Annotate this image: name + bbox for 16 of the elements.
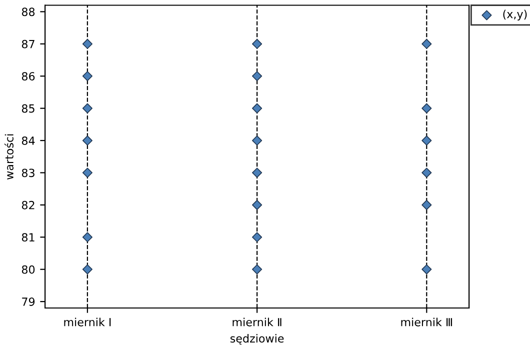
y-tick-label: 83 bbox=[22, 168, 34, 178]
x-tick-label: miernik Ⅰ bbox=[64, 318, 111, 326]
y-tick-label: 84 bbox=[22, 136, 35, 145]
y-tick-label: 88 bbox=[22, 8, 35, 16]
x-axis-title: sędziowie bbox=[230, 334, 284, 345]
y-tick-label: 80 bbox=[22, 265, 35, 274]
y-tick-label: 81 bbox=[22, 233, 34, 242]
y-tick-label: 82 bbox=[22, 200, 34, 210]
y-tick-label: 85 bbox=[22, 104, 34, 113]
x-tick-label: miernik Ⅲ bbox=[401, 318, 452, 326]
y-tick-label: 86 bbox=[22, 72, 35, 80]
y-tick-label: 79 bbox=[22, 298, 35, 306]
legend-label: (x,y) bbox=[503, 10, 527, 20]
x-tick-label: miernik Ⅱ bbox=[232, 318, 282, 326]
y-axis-title: wartości bbox=[4, 134, 14, 180]
y-tick-label: 87 bbox=[22, 40, 34, 48]
